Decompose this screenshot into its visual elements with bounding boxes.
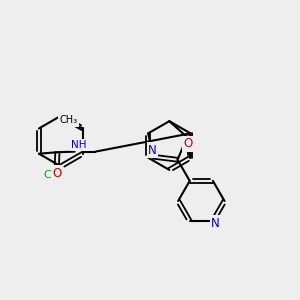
Text: N: N	[211, 217, 220, 230]
Text: N: N	[148, 144, 157, 157]
Text: Cl: Cl	[44, 170, 54, 180]
Text: O: O	[52, 167, 62, 179]
Text: O: O	[183, 137, 192, 150]
Text: NH: NH	[71, 140, 87, 150]
Text: CH₃: CH₃	[60, 116, 78, 125]
